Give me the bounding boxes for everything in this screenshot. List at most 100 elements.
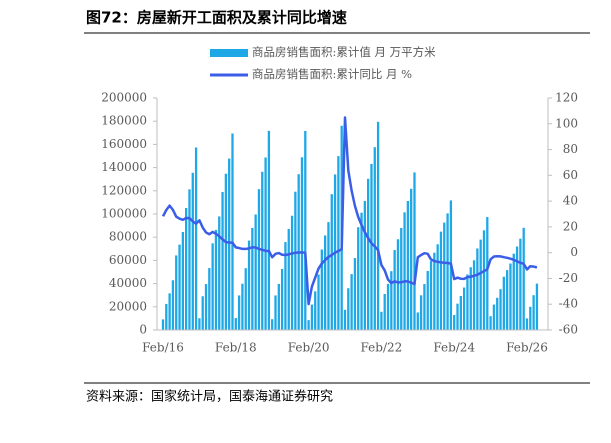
- bar: [290, 215, 294, 330]
- y2-tick-label: 80: [563, 142, 578, 156]
- bar: [241, 283, 244, 330]
- bar: [396, 239, 400, 330]
- y-tick-label: 0: [139, 323, 147, 337]
- bar: [509, 263, 512, 330]
- y-tick-label: 120000: [101, 183, 147, 197]
- bar: [403, 212, 406, 330]
- bar: [492, 304, 496, 330]
- bar: [373, 147, 376, 330]
- bar: [383, 294, 386, 330]
- y2-tick-label: 40: [563, 194, 578, 208]
- bar: [529, 306, 532, 330]
- bar: [251, 227, 254, 330]
- bar: [277, 283, 280, 330]
- bar: [198, 318, 201, 330]
- bar: [419, 295, 423, 330]
- bar: [393, 250, 396, 330]
- bar: [459, 296, 462, 330]
- bar: [423, 284, 426, 330]
- bar: [426, 270, 429, 330]
- y2-tick-label: 100: [555, 116, 578, 130]
- bar: [370, 163, 373, 330]
- bar: [307, 320, 310, 330]
- bar: [244, 268, 247, 330]
- bar: [357, 227, 360, 330]
- y2-tick-label: -20: [559, 271, 578, 285]
- bar: [178, 244, 181, 330]
- bar: [433, 252, 436, 330]
- bar: [496, 297, 499, 330]
- bar: [410, 188, 413, 330]
- bar: [287, 228, 290, 330]
- bar: [462, 287, 466, 330]
- bar: [317, 274, 320, 330]
- legend-swatch: [210, 49, 248, 57]
- bar: [489, 316, 492, 330]
- bar: [337, 156, 340, 330]
- bar: [218, 216, 221, 330]
- y2-tick-label: 60: [563, 168, 578, 182]
- bar: [466, 274, 469, 330]
- bar: [499, 289, 502, 330]
- bar: [201, 296, 204, 330]
- bar: [486, 217, 489, 330]
- y2-tick-label: 20: [563, 219, 578, 233]
- bar: [214, 229, 218, 330]
- bar: [330, 194, 333, 330]
- bar: [267, 130, 271, 330]
- bar: [350, 274, 353, 330]
- bar: [472, 260, 476, 330]
- y-tick-label: 180000: [101, 114, 147, 128]
- bar: [264, 157, 267, 330]
- bar: [224, 173, 228, 330]
- legend-label: 商品房销售面积:累计同比 月 %: [252, 67, 412, 81]
- bar: [188, 189, 191, 330]
- x-tick-label: Feb/16: [142, 341, 184, 355]
- bar: [343, 309, 347, 330]
- bar: [323, 235, 327, 330]
- bar: [294, 191, 297, 330]
- y-tick-label: 140000: [101, 160, 147, 174]
- y-tick-label: 200000: [101, 91, 147, 105]
- bar: [228, 158, 231, 330]
- legend-label: 商品房销售面积:累计值 月 万平方米: [252, 45, 436, 59]
- bar: [532, 295, 535, 330]
- bar: [413, 172, 416, 330]
- bar: [535, 283, 539, 330]
- bar: [194, 147, 198, 330]
- bar: [247, 240, 251, 330]
- bar: [443, 222, 446, 330]
- y-tick-label: 60000: [109, 253, 147, 267]
- bar: [519, 238, 522, 330]
- bar: [171, 280, 175, 330]
- y2-tick-label: 120: [555, 91, 578, 105]
- bar: [181, 231, 185, 330]
- bar: [314, 291, 317, 330]
- chart-title: 图72：房屋新开工面积及累计同比增速: [86, 9, 347, 27]
- bar: [175, 255, 178, 330]
- bar: [280, 268, 284, 330]
- bar: [476, 248, 479, 330]
- bar: [406, 201, 410, 330]
- bar: [231, 133, 234, 330]
- y-tick-label: 40000: [109, 276, 147, 290]
- bar: [254, 214, 257, 330]
- bar: [363, 200, 367, 330]
- line: [161, 116, 538, 306]
- bar: [185, 207, 188, 330]
- x-tick-label: Feb/24: [433, 341, 475, 355]
- y-tick-label: 20000: [109, 299, 147, 313]
- bar: [211, 243, 214, 330]
- bar: [515, 246, 519, 330]
- bar: [204, 284, 208, 330]
- bar: [353, 258, 357, 330]
- bar: [221, 191, 224, 330]
- bar: [234, 318, 237, 330]
- bar: [380, 311, 383, 330]
- x-tick-label: Feb/20: [288, 341, 330, 355]
- bar: [237, 295, 241, 330]
- x-tick-label: Feb/18: [215, 341, 257, 355]
- bar: [505, 270, 509, 330]
- y-tick-label: 80000: [109, 230, 147, 244]
